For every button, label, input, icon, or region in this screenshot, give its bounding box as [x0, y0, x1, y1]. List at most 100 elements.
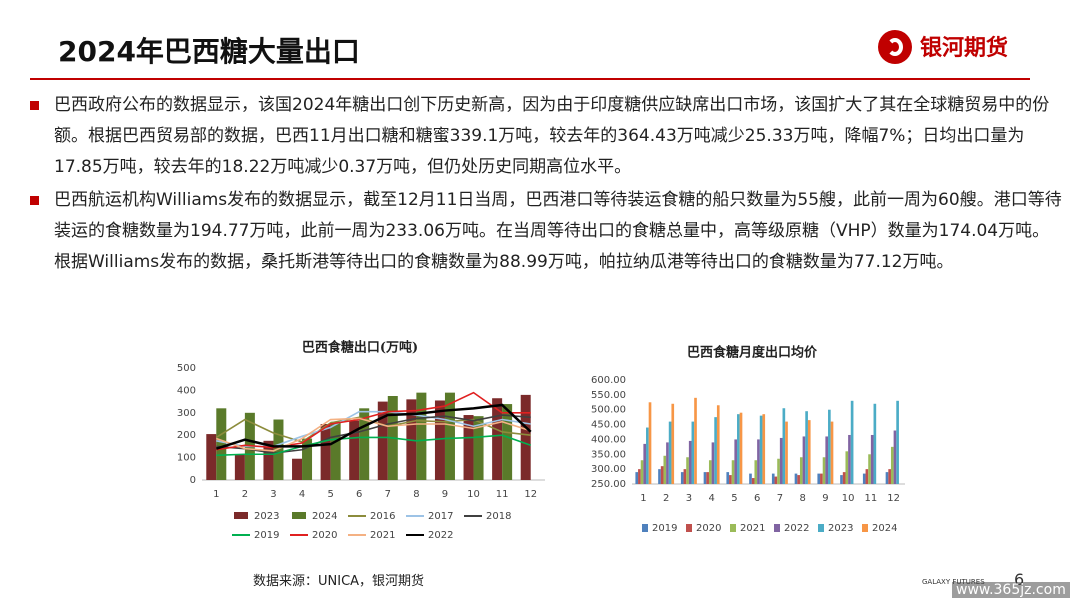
bar — [434, 400, 445, 480]
bar — [797, 475, 800, 484]
bar — [896, 400, 899, 484]
bar — [302, 438, 313, 480]
bar — [646, 427, 649, 484]
bar — [802, 436, 806, 484]
y-tick-label: 0 — [190, 475, 196, 486]
bar — [473, 416, 484, 480]
logo-text: 银河期货 — [920, 36, 1009, 61]
legend-label: 2021 — [740, 523, 765, 534]
legend-label: 2022 — [428, 530, 453, 541]
x-tick-label: 5 — [327, 489, 333, 500]
bar — [868, 454, 871, 484]
bar — [273, 419, 284, 480]
x-tick-label: 10 — [842, 493, 855, 504]
y-tick-label: 350.00 — [591, 449, 626, 460]
bar — [216, 408, 227, 480]
legend-label: 2024 — [872, 523, 897, 534]
bar — [706, 472, 709, 484]
bar — [785, 421, 788, 484]
bar — [828, 409, 831, 484]
watermark: www.365jz.com — [952, 582, 1070, 598]
line — [216, 434, 531, 457]
bar — [850, 400, 854, 484]
x-tick-label: 6 — [356, 489, 362, 500]
bullet: 巴西航运机构Williams发布的数据显示，截至12月11日当周，巴西港口等待装… — [28, 185, 1068, 278]
bar — [359, 408, 370, 480]
bar — [782, 408, 786, 484]
bar — [751, 478, 755, 484]
bar — [688, 440, 692, 484]
legend-swatch — [818, 524, 824, 532]
x-tick-label: 3 — [270, 489, 276, 500]
legend-swatch — [862, 524, 868, 532]
line — [215, 403, 532, 450]
bar — [805, 411, 808, 484]
bar — [683, 469, 687, 484]
legend-label: 2019 — [652, 523, 677, 534]
bar — [754, 460, 758, 484]
legend-swatch — [686, 524, 692, 532]
logo-mark — [878, 30, 912, 64]
bar — [444, 392, 455, 480]
x-tick-label: 7 — [777, 493, 783, 504]
bar — [779, 437, 783, 484]
bar — [635, 472, 639, 484]
bar — [759, 415, 763, 484]
bar — [870, 434, 874, 484]
legend-swatch — [774, 524, 780, 532]
bar — [807, 420, 811, 484]
bar — [848, 434, 851, 484]
bar — [708, 460, 712, 484]
bar — [377, 401, 388, 480]
bar — [771, 473, 775, 484]
line — [216, 414, 531, 454]
legend-label: 2020 — [696, 523, 721, 534]
legend-label: 2023 — [828, 523, 853, 534]
bar — [865, 469, 869, 484]
x-tick-label: 9 — [442, 489, 448, 500]
bar — [885, 472, 889, 484]
chart-title: 巴西食糖出口(万吨) — [302, 340, 418, 356]
bar — [234, 454, 245, 480]
legend-swatch — [730, 524, 736, 532]
bar — [292, 458, 303, 480]
bar — [762, 414, 766, 484]
legend-swatch — [234, 512, 248, 519]
bar — [660, 466, 664, 484]
x-tick-label: 11 — [865, 493, 878, 504]
legend-label: 2024 — [312, 511, 337, 522]
source-note: 数据来源：UNICA，银河期货 — [253, 574, 425, 589]
bar — [890, 446, 894, 484]
chart-title: 巴西食糖月度出口均价 — [687, 345, 818, 361]
bar — [648, 402, 652, 484]
y-tick-label: 600.00 — [591, 375, 626, 386]
bar — [349, 420, 360, 480]
bar — [845, 451, 849, 484]
x-tick-label: 1 — [213, 489, 219, 500]
legend-label: 2023 — [254, 511, 279, 522]
x-tick-label: 7 — [385, 489, 391, 500]
bar — [263, 440, 274, 480]
bar — [873, 403, 877, 484]
x-tick-label: 4 — [299, 489, 305, 500]
y-tick-label: 100 — [177, 453, 196, 464]
legend-swatch — [292, 512, 306, 519]
x-tick-label: 11 — [496, 489, 509, 500]
bullet-list: 巴西政府公布的数据显示，该国2024年糖出口创下历史新高，因为由于印度糖供应缺席… — [28, 90, 1068, 280]
legend-label: 2020 — [312, 530, 337, 541]
bar — [794, 473, 798, 484]
y-tick-label: 400 — [177, 385, 196, 396]
x-tick-label: 5 — [731, 493, 737, 504]
bullet: 巴西政府公布的数据显示，该国2024年糖出口创下历史新高，因为由于印度糖供应缺席… — [28, 90, 1068, 183]
line — [216, 391, 531, 451]
bar — [666, 442, 669, 484]
x-tick-label: 2 — [242, 489, 248, 500]
bar — [640, 460, 644, 484]
x-tick-label: 3 — [686, 493, 692, 504]
bar — [663, 455, 667, 484]
y-tick-label: 500.00 — [591, 405, 626, 416]
x-tick-label: 9 — [822, 493, 828, 504]
bar — [893, 430, 897, 484]
